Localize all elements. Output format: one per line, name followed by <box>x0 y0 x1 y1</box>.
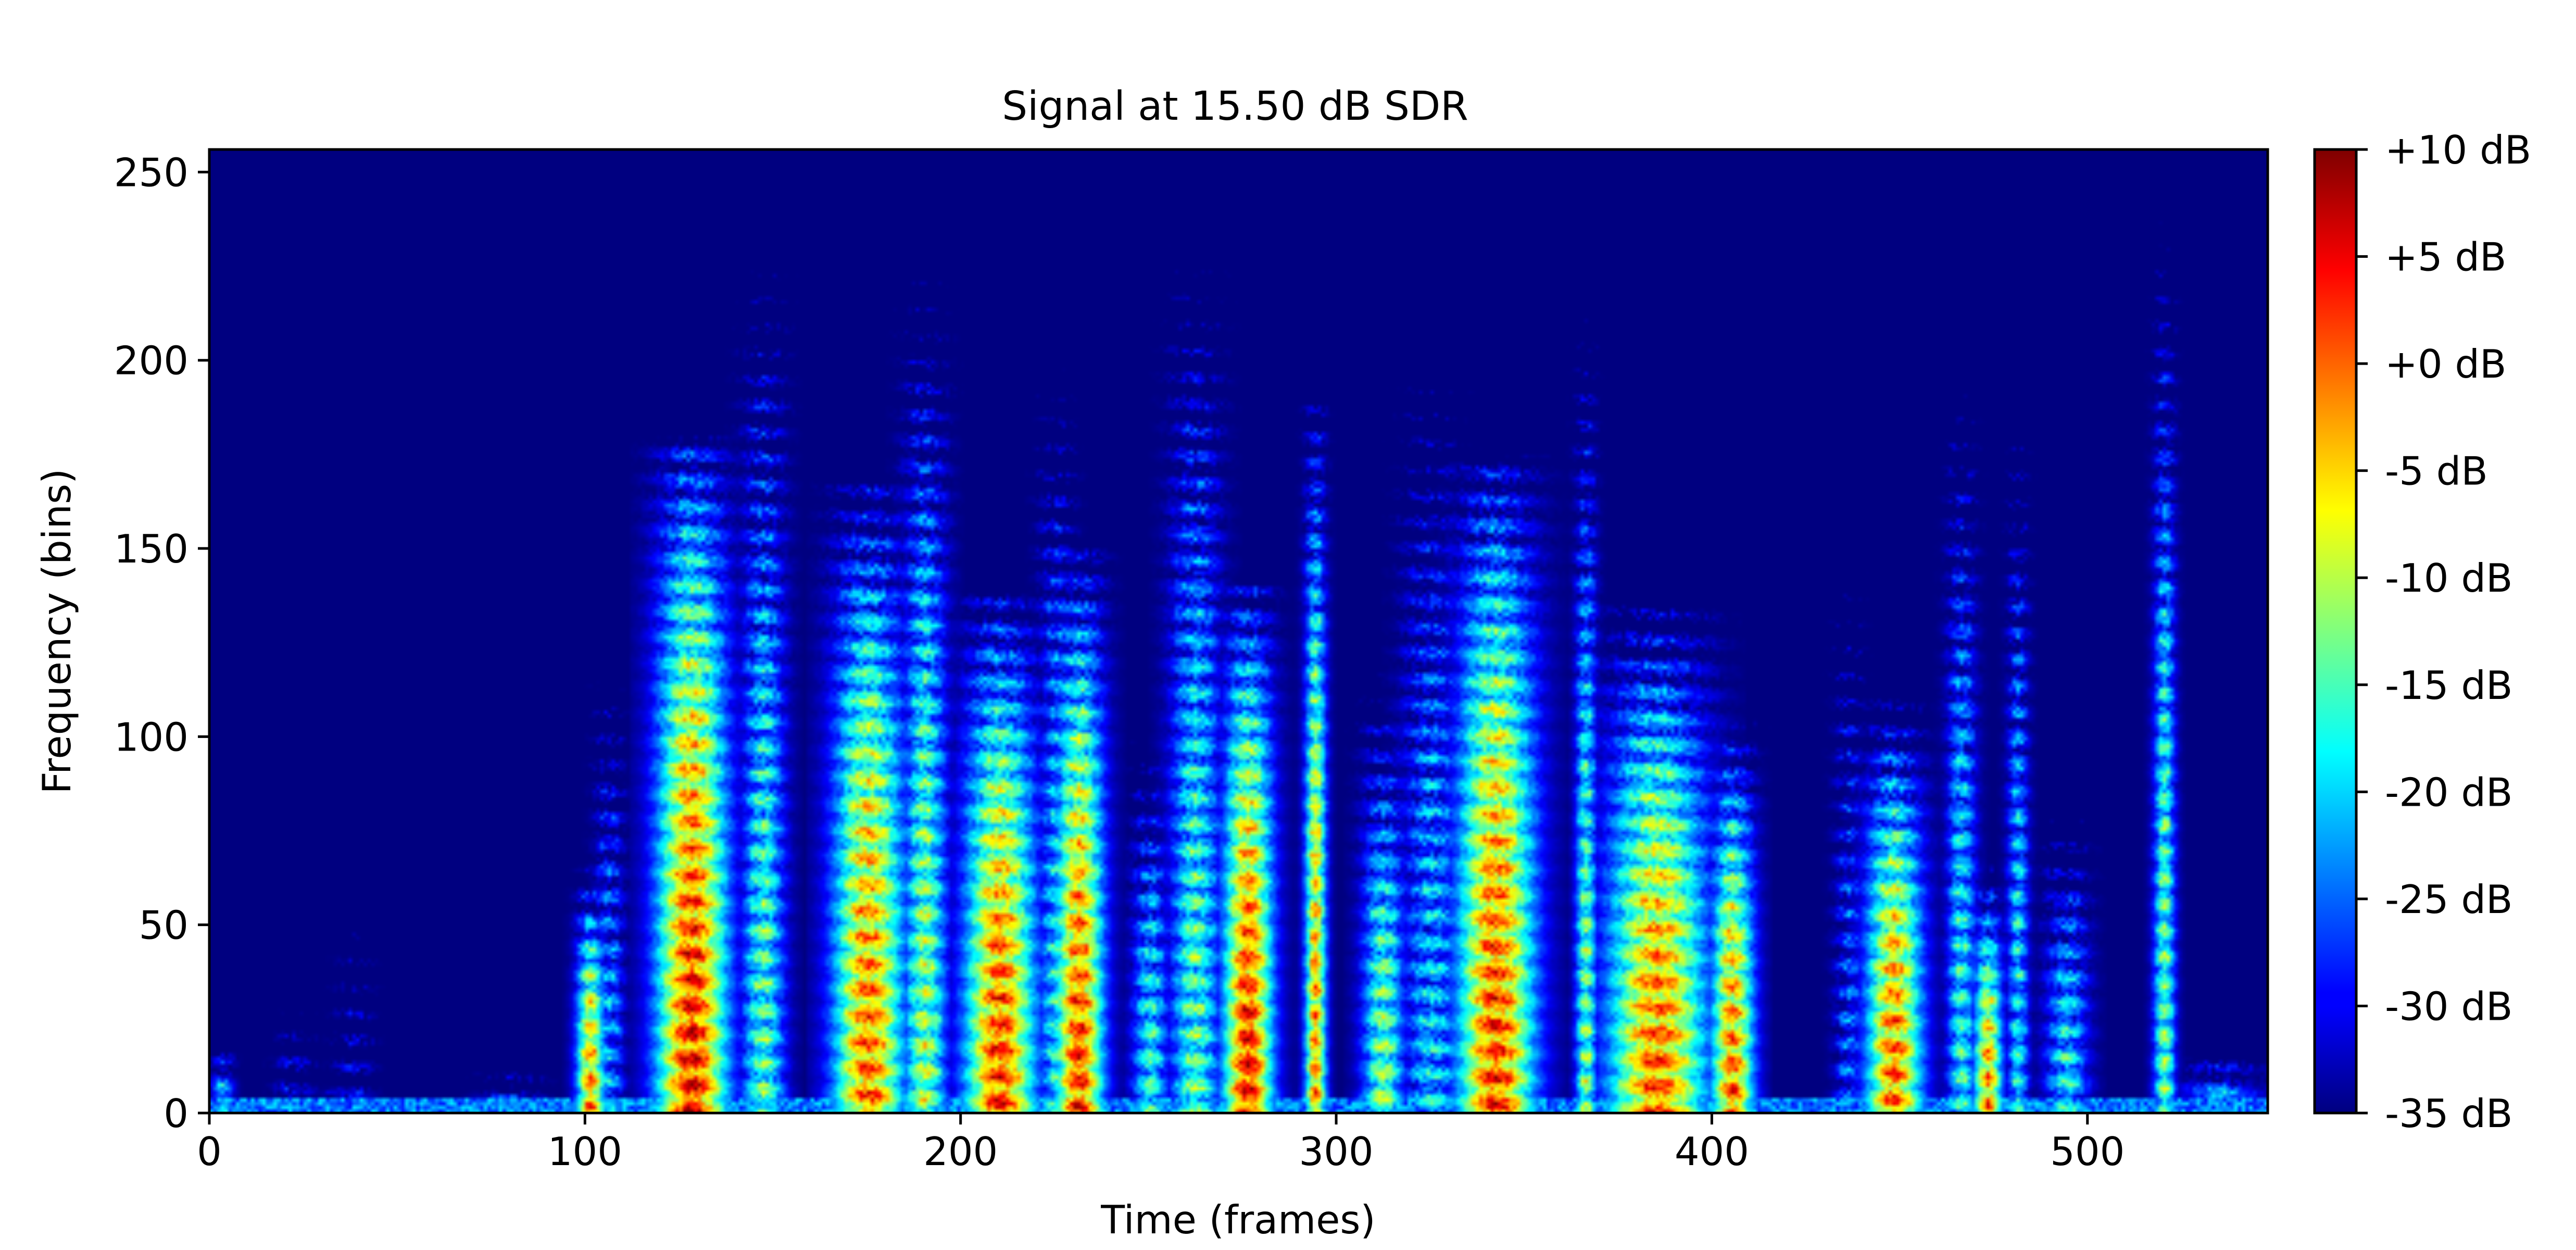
y-axis: 0 50 100 150 200 250 <box>114 149 209 1136</box>
plot-area <box>208 148 2269 1115</box>
y-axis-label: Frequency (bins) <box>34 469 80 794</box>
y-tick-label: 200 <box>114 338 189 384</box>
colorbar-tick-label: -10 dB <box>2385 555 2512 601</box>
y-tick-label: 0 <box>164 1091 189 1136</box>
colorbar-gradient <box>2313 148 2358 1115</box>
y-tick-label: 150 <box>114 526 189 572</box>
colorbar: +10 dB +5 dB +0 dB -5 dB -10 dB -15 dB -20 dB -… <box>2313 127 2531 1136</box>
y-tick-label: 50 <box>139 903 189 948</box>
colorbar-tick-label: -35 dB <box>2385 1091 2512 1136</box>
x-tick-label: 500 <box>2050 1129 2125 1174</box>
x-tick-label: 0 <box>197 1129 222 1174</box>
colorbar-tick-label: +5 dB <box>2385 234 2506 280</box>
chart-title: Signal at 15.50 dB SDR <box>1002 83 1468 130</box>
x-axis-label: Time (frames) <box>1100 1197 1375 1243</box>
colorbar-tick-label: +10 dB <box>2385 127 2531 173</box>
x-tick-label: 300 <box>1299 1129 1373 1174</box>
colorbar-tick-label: +0 dB <box>2385 341 2506 387</box>
x-tick-label: 100 <box>548 1129 622 1174</box>
colorbar-tick-label: -30 dB <box>2385 983 2512 1029</box>
x-tick-label: 400 <box>1675 1129 1749 1174</box>
colorbar-tick-label: -25 dB <box>2385 877 2512 922</box>
plot-frame <box>208 148 2269 1115</box>
y-tick-label: 100 <box>114 714 189 760</box>
x-axis: 0 100 200 300 400 500 <box>197 1113 2125 1174</box>
colorbar-tick-label: -5 dB <box>2385 448 2488 494</box>
x-tick-label: 200 <box>923 1129 998 1174</box>
colorbar-ticks: +10 dB +5 dB +0 dB -5 dB -10 dB -15 dB -20 dB -… <box>2356 127 2531 1136</box>
y-tick-label: 250 <box>114 149 189 195</box>
colorbar-tick-label: -20 dB <box>2385 769 2512 815</box>
spectrogram-heatmap <box>209 149 2268 1113</box>
colorbar-tick-label: -15 dB <box>2385 662 2512 708</box>
